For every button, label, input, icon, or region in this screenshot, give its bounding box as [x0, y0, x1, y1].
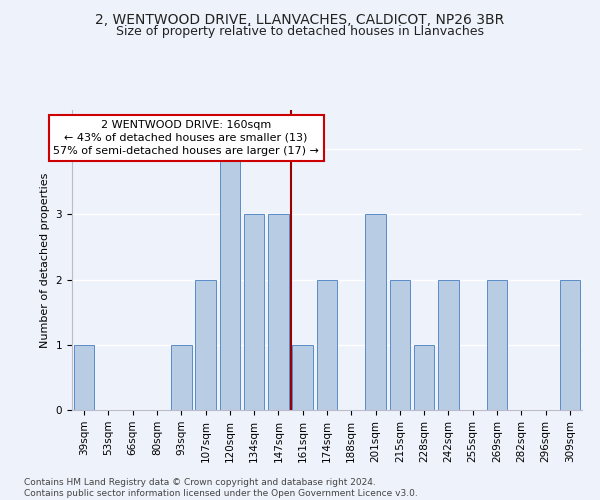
- Bar: [292, 345, 313, 410]
- Bar: [195, 280, 216, 410]
- Text: Contains HM Land Registry data © Crown copyright and database right 2024.
Contai: Contains HM Land Registry data © Crown c…: [24, 478, 418, 498]
- Bar: [414, 345, 434, 410]
- Text: Size of property relative to detached houses in Llanvaches: Size of property relative to detached ho…: [116, 25, 484, 38]
- Bar: [74, 345, 94, 410]
- Bar: [317, 280, 337, 410]
- Text: 2 WENTWOOD DRIVE: 160sqm
← 43% of detached houses are smaller (13)
57% of semi-d: 2 WENTWOOD DRIVE: 160sqm ← 43% of detach…: [53, 120, 319, 156]
- Bar: [244, 214, 265, 410]
- Bar: [365, 214, 386, 410]
- Y-axis label: Number of detached properties: Number of detached properties: [40, 172, 50, 348]
- Bar: [389, 280, 410, 410]
- Text: 2, WENTWOOD DRIVE, LLANVACHES, CALDICOT, NP26 3BR: 2, WENTWOOD DRIVE, LLANVACHES, CALDICOT,…: [95, 12, 505, 26]
- Bar: [438, 280, 459, 410]
- Bar: [268, 214, 289, 410]
- Bar: [487, 280, 508, 410]
- Bar: [220, 149, 240, 410]
- Bar: [560, 280, 580, 410]
- Bar: [171, 345, 191, 410]
